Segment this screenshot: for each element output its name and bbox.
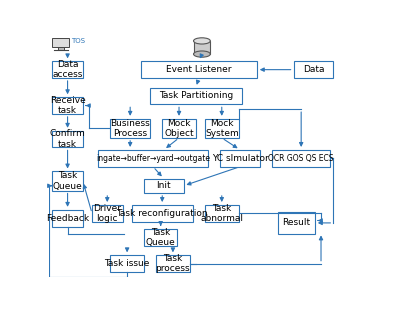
Ellipse shape	[193, 51, 210, 57]
Text: OCR GOS QS ECS: OCR GOS QS ECS	[268, 154, 334, 163]
Text: Result: Result	[282, 218, 310, 227]
Text: Feedback: Feedback	[46, 214, 89, 223]
FancyBboxPatch shape	[205, 119, 238, 138]
Text: TOS: TOS	[71, 38, 85, 44]
FancyBboxPatch shape	[132, 205, 193, 222]
FancyBboxPatch shape	[52, 131, 83, 147]
Text: YC sImulator: YC sImulator	[212, 154, 268, 163]
FancyBboxPatch shape	[278, 212, 315, 234]
FancyBboxPatch shape	[110, 255, 144, 272]
Text: Confirm
task: Confirm task	[50, 129, 85, 149]
Ellipse shape	[193, 38, 210, 44]
Text: Task
Queue: Task Queue	[146, 228, 176, 247]
Text: Mock
System: Mock System	[205, 118, 239, 138]
Text: Task reconfiguration: Task reconfiguration	[116, 209, 208, 218]
FancyBboxPatch shape	[272, 150, 330, 167]
FancyBboxPatch shape	[294, 61, 333, 78]
FancyBboxPatch shape	[220, 150, 260, 167]
FancyBboxPatch shape	[52, 97, 83, 114]
Text: Task
process: Task process	[156, 254, 190, 273]
FancyBboxPatch shape	[144, 229, 177, 246]
FancyBboxPatch shape	[52, 210, 83, 226]
FancyBboxPatch shape	[92, 205, 123, 222]
FancyBboxPatch shape	[52, 61, 83, 78]
Bar	[193, 41, 210, 54]
Text: Task
Queue: Task Queue	[53, 171, 82, 191]
Text: Event Listener: Event Listener	[166, 65, 232, 74]
FancyBboxPatch shape	[141, 61, 257, 78]
Bar	[52, 38, 69, 47]
FancyBboxPatch shape	[150, 88, 242, 104]
FancyBboxPatch shape	[156, 255, 190, 272]
Text: Init: Init	[156, 181, 171, 190]
Text: Mock
Object: Mock Object	[164, 118, 194, 138]
Bar	[58, 47, 64, 50]
Text: Business
Process: Business Process	[110, 118, 150, 138]
Text: Task
abnormal: Task abnormal	[200, 204, 243, 223]
FancyBboxPatch shape	[144, 179, 184, 193]
Text: ingate→buffer→yard→outgate: ingate→buffer→yard→outgate	[96, 154, 210, 163]
Text: Receive
task: Receive task	[50, 96, 85, 115]
Text: Driver
logic: Driver logic	[93, 204, 121, 223]
Text: Data
access: Data access	[52, 60, 83, 79]
FancyBboxPatch shape	[110, 119, 150, 138]
FancyBboxPatch shape	[98, 150, 208, 167]
Text: Task issue: Task issue	[104, 259, 150, 268]
FancyBboxPatch shape	[52, 171, 83, 191]
FancyBboxPatch shape	[205, 205, 238, 222]
Text: Data: Data	[303, 65, 324, 74]
FancyBboxPatch shape	[162, 119, 196, 138]
Text: Task Partitioning: Task Partitioning	[159, 91, 233, 100]
